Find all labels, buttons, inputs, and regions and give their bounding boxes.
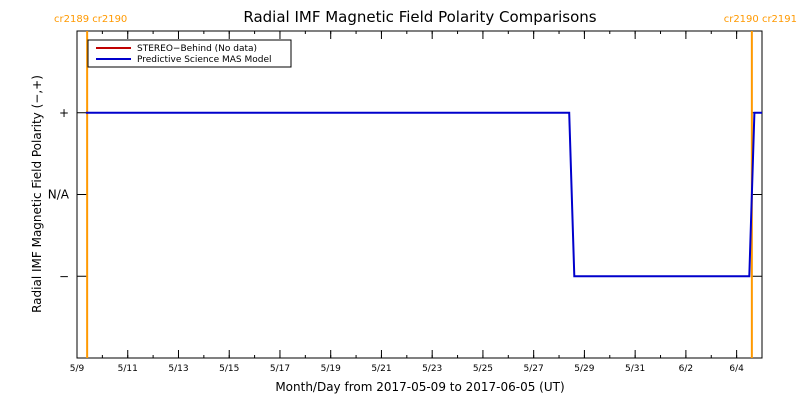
- x-tick-label: 5/9: [70, 364, 85, 374]
- x-tick-label: 5/29: [574, 364, 594, 374]
- y-tick-label: +: [59, 106, 69, 120]
- x-axis-ticks: 5/9 5/11 5/13 5/15 5/17 5/19 5/21 5/23 5/25 5/27 5…: [70, 31, 763, 374]
- plot-frame: [76, 30, 763, 359]
- series-layer: [85, 111, 762, 278]
- x-axis-label: Month/Day from 2017-05-09 to 2017-06-05 …: [275, 380, 564, 394]
- y-axis-label: Radial IMF Magnetic Field Polarity (−,+): [30, 75, 44, 313]
- x-tick-label: 5/21: [371, 364, 391, 374]
- y-tick-label: −: [59, 269, 69, 283]
- y-tick-label: N/A: [48, 188, 70, 202]
- legend-label-stereo: STEREO−Behind (No data): [137, 44, 257, 54]
- x-tick-label: 5/25: [473, 364, 493, 374]
- x-tick-label: 5/31: [625, 364, 645, 374]
- legend: STEREO−Behind (No data) Predictive Scien…: [87, 39, 292, 68]
- x-tick-label: 5/11: [118, 364, 138, 374]
- x-tick-label: 5/23: [422, 364, 442, 374]
- legend-label-mas: Predictive Science MAS Model: [137, 55, 272, 65]
- carrington-marker-label: cr2190 cr2191: [724, 14, 797, 25]
- chart-title: Radial IMF Magnetic Field Polarity Compa…: [243, 8, 596, 26]
- legend-box: [87, 39, 292, 68]
- x-tick-label: 5/19: [321, 364, 341, 374]
- x-tick-label: 6/4: [729, 364, 744, 374]
- carrington-marker-label: cr2189 cr2190: [54, 14, 127, 25]
- x-tick-label: 6/2: [679, 364, 693, 374]
- y-axis-ticks: + N/A −: [48, 106, 762, 283]
- x-tick-label: 5/27: [524, 364, 544, 374]
- x-tick-label: 5/15: [219, 364, 239, 374]
- series-line-1: [85, 111, 762, 278]
- x-tick-label: 5/17: [270, 364, 290, 374]
- x-tick-label: 5/13: [168, 364, 188, 374]
